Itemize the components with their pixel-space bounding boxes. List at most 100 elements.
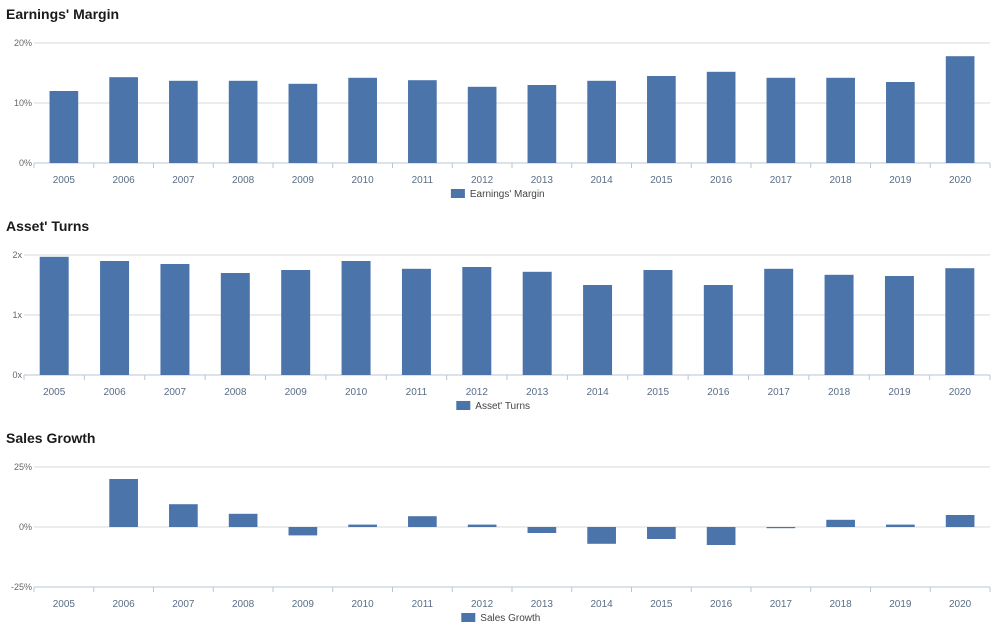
x-tick-label: 2011 <box>412 599 434 610</box>
bar-2013 <box>527 527 557 533</box>
bar-2020 <box>945 268 975 375</box>
x-tick-label: 2011 <box>406 387 428 398</box>
x-tick-label: 2007 <box>172 175 195 186</box>
x-tick-label: 2010 <box>345 387 368 398</box>
bar-2017 <box>764 268 794 375</box>
chart-asset-turns: 0x 1x 2x 2005 2006 2007 2008 2009 2010 2011 2012 20… <box>12 250 991 412</box>
x-tick-label: 2014 <box>591 175 614 186</box>
bar-2014 <box>583 285 613 375</box>
bar-2014 <box>587 527 616 544</box>
legend-swatch <box>450 189 465 198</box>
bar-2012 <box>467 524 497 527</box>
legend: Asset' Turns <box>456 401 530 412</box>
x-tick-label: 2017 <box>770 599 793 610</box>
bar-2011 <box>401 268 431 375</box>
x-tick-label: 2020 <box>949 387 972 398</box>
x-tick-label: 2011 <box>412 175 434 186</box>
x-tick-label: 2020 <box>949 175 972 186</box>
bar-2018 <box>826 77 855 163</box>
bar-2016 <box>706 527 736 545</box>
x-tick-label: 2010 <box>352 599 375 610</box>
bar-2010 <box>348 77 377 163</box>
bar-2010 <box>341 261 371 375</box>
x-tick-label: 2014 <box>586 387 609 398</box>
legend-label: Earnings' Margin <box>470 189 545 200</box>
x-tick-label: 2005 <box>53 175 76 186</box>
x-tick-label: 2014 <box>591 599 614 610</box>
bar-2005 <box>39 256 69 375</box>
bar-2008 <box>220 273 250 375</box>
x-tick-label: 2012 <box>466 387 489 398</box>
legend: Sales Growth <box>461 613 540 624</box>
bar-2013 <box>527 85 557 163</box>
x-tick-label: 2016 <box>710 599 733 610</box>
bar-2019 <box>886 82 915 163</box>
x-tick-label: 2008 <box>232 175 255 186</box>
bar-2018 <box>824 274 854 375</box>
x-tick-label: 2009 <box>292 599 315 610</box>
x-tick-label: 2013 <box>526 387 549 398</box>
bar-2012 <box>462 267 492 375</box>
bar-2019 <box>884 276 914 375</box>
x-tick-label: 2020 <box>949 599 972 610</box>
bar-2013 <box>522 271 552 375</box>
bar-2012 <box>467 86 497 163</box>
bar-2016 <box>706 71 736 163</box>
bar-2007 <box>160 264 190 375</box>
y-tick-label: 0% <box>19 522 32 532</box>
bar-2007 <box>169 504 198 527</box>
bar-2017 <box>766 77 796 163</box>
bar-2015 <box>647 527 676 539</box>
bar-2020 <box>945 515 975 527</box>
bar-2008 <box>228 513 258 527</box>
bar-2017 <box>766 527 796 529</box>
chart-earnings-margin: 0% 10% 20% 2005 2006 2007 2008 2009 2010 2011 2012… <box>14 38 991 200</box>
x-tick-label: 2015 <box>647 387 670 398</box>
y-tick-label: -25% <box>11 582 32 592</box>
bar-2006 <box>109 479 138 527</box>
x-tick-label: 2006 <box>113 599 136 610</box>
x-tick-label: 2017 <box>770 175 793 186</box>
legend-swatch <box>461 613 476 622</box>
y-tick-label: 1x <box>12 310 22 320</box>
y-tick-label: 25% <box>14 462 32 472</box>
legend-label: Asset' Turns <box>475 401 530 412</box>
x-tick-label: 2009 <box>285 387 308 398</box>
bar-2015 <box>643 270 673 375</box>
bar-2018 <box>826 519 855 527</box>
bar-2010 <box>348 524 377 527</box>
legend: Earnings' Margin <box>450 189 545 200</box>
x-tick-label: 2006 <box>103 387 126 398</box>
bar-2009 <box>288 83 318 163</box>
x-tick-label: 2019 <box>888 387 911 398</box>
x-tick-label: 2015 <box>650 599 673 610</box>
bar-2020 <box>945 56 975 164</box>
x-tick-label: 2019 <box>889 175 912 186</box>
legend-label: Sales Growth <box>480 613 540 624</box>
bar-2014 <box>587 80 616 163</box>
bar-2011 <box>408 516 437 527</box>
x-tick-label: 2018 <box>830 599 853 610</box>
x-tick-label: 2005 <box>43 387 66 398</box>
bar-2007 <box>169 80 198 163</box>
chart-sales-growth: -25% 0% 25% 2005 2006 2007 2008 2009 2010 2011 201… <box>11 462 991 624</box>
bar-2005 <box>49 91 79 163</box>
y-tick-label: 0x <box>12 370 22 380</box>
bar-2009 <box>281 270 311 375</box>
x-tick-label: 2006 <box>113 175 136 186</box>
x-tick-label: 2013 <box>531 599 554 610</box>
x-tick-label: 2017 <box>768 387 791 398</box>
x-tick-label: 2008 <box>224 387 247 398</box>
x-tick-label: 2016 <box>707 387 730 398</box>
bar-2016 <box>703 285 733 375</box>
y-tick-label: 0% <box>19 158 32 168</box>
x-tick-label: 2007 <box>172 599 195 610</box>
x-tick-label: 2015 <box>650 175 673 186</box>
chart-title-earnings-margin: Earnings' Margin <box>6 6 119 22</box>
x-tick-label: 2012 <box>471 175 494 186</box>
bar-2011 <box>408 80 437 163</box>
bar-2019 <box>886 524 915 527</box>
x-tick-label: 2013 <box>531 175 554 186</box>
x-tick-label: 2010 <box>352 175 375 186</box>
